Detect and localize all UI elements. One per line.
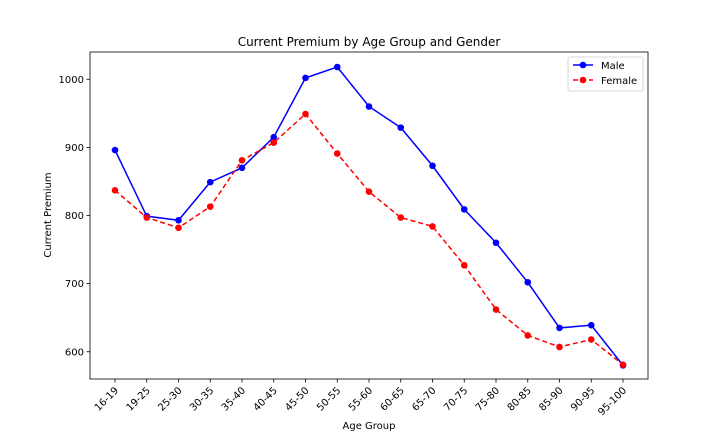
series-male-point [238, 164, 246, 172]
x-tick-label: 85-90 [537, 385, 565, 413]
series-female-point [460, 261, 468, 269]
series-male-point [492, 239, 500, 247]
series-female-point [302, 110, 309, 118]
y-tick-label: 1000 [59, 75, 84, 86]
series-male-point [365, 103, 373, 110]
series-male-line [114, 66, 624, 366]
series-male-point [460, 206, 468, 213]
series-male-point [556, 324, 563, 332]
x-tick-label: 75-80 [474, 385, 502, 413]
plot-area [111, 63, 627, 369]
series-female-point [333, 150, 341, 157]
legend-female-label: Female [601, 76, 637, 87]
series-male-point [206, 178, 214, 186]
series-female-point [524, 332, 532, 339]
x-tick-label: 90-95 [569, 385, 597, 413]
x-axis-label: Age Group [343, 421, 396, 432]
legend-male-label: Male [601, 61, 625, 72]
plot-frame [89, 51, 649, 380]
series-female-point [429, 223, 436, 230]
series-female-point [556, 343, 563, 351]
series-male-point [524, 278, 532, 286]
series-male-point [333, 63, 341, 71]
chart-title: Current Premium by Age Group and Gender [238, 35, 501, 49]
y-tick-label: 800 [65, 211, 84, 222]
series-male-point [111, 146, 119, 154]
x-tick-label: 80-85 [506, 385, 534, 413]
series-female-point [365, 188, 373, 195]
x-tick-label: 19-25 [125, 385, 153, 413]
x-tick-label: 55-60 [347, 385, 375, 413]
x-axis: 16-19 19-25 25-30 30-35 35-40 40-45 45-50 50-55… [93, 379, 629, 418]
x-tick-label: 16-19 [93, 385, 121, 413]
y-axis-label: Current Premium [43, 172, 54, 257]
series-female-point [270, 139, 278, 146]
x-tick-label: 45-50 [283, 385, 311, 413]
legend-female-marker [579, 76, 587, 84]
series-female-point [206, 203, 214, 210]
series-female-point [111, 186, 119, 194]
legend: Male Female [567, 56, 644, 92]
series-female-line [114, 112, 624, 366]
x-tick-label: 25-30 [156, 385, 184, 413]
x-tick-label: 50-55 [315, 385, 343, 413]
series-male-point [302, 74, 309, 82]
series-female-point [397, 214, 405, 221]
x-tick-label: 40-45 [252, 385, 280, 413]
x-tick-label: 35-40 [220, 385, 248, 413]
y-tick-label: 900 [65, 143, 84, 154]
y-tick-label: 700 [65, 279, 84, 290]
series-female-point [587, 336, 595, 343]
series-male-point [270, 133, 278, 141]
series-female-point [175, 224, 182, 232]
y-axis: 600 700 800 900 1000 [59, 75, 90, 358]
series-female-point [143, 214, 151, 221]
series-male-point [175, 216, 182, 224]
x-tick-label: 65-70 [410, 385, 438, 413]
series-male-point [587, 321, 595, 329]
x-tick-label: 30-35 [188, 385, 216, 413]
series-male-point [429, 162, 436, 170]
x-tick-label: 95-100 [596, 385, 629, 418]
x-tick-label: 70-75 [442, 385, 470, 413]
series-female-point [619, 361, 627, 368]
series-female-point [238, 157, 246, 164]
legend-male-marker [579, 61, 587, 69]
x-tick-label: 60-65 [379, 385, 407, 413]
series-male-point [397, 124, 405, 131]
series-female-point [492, 306, 500, 313]
y-tick-label: 600 [65, 347, 84, 358]
